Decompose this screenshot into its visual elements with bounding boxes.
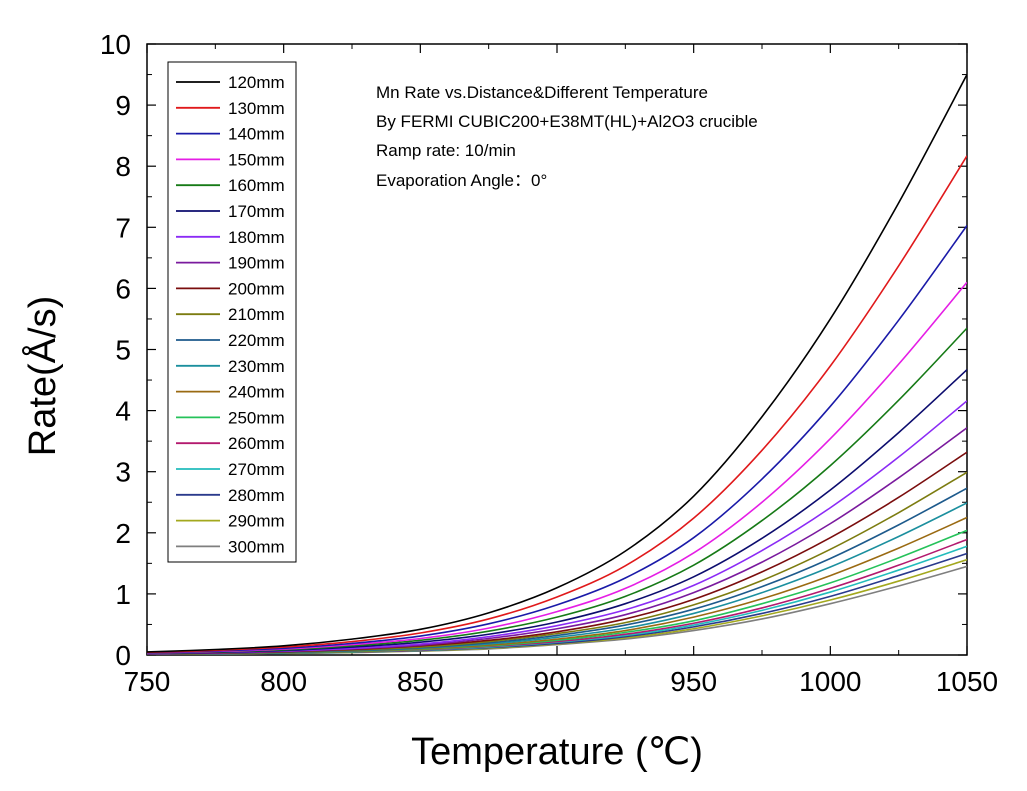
x-axis-title: Temperature (℃) bbox=[411, 731, 703, 773]
y-tick-label: 1 bbox=[115, 579, 131, 610]
y-tick-label: 9 bbox=[115, 90, 131, 121]
y-tick-label: 3 bbox=[115, 457, 131, 488]
series-line-120mm bbox=[147, 74, 967, 653]
x-tick-label: 850 bbox=[397, 666, 444, 697]
annotation-line-4: Evaporation Angle：0° bbox=[376, 171, 547, 190]
legend-label-240mm: 240mm bbox=[228, 383, 285, 402]
x-tick-label: 1050 bbox=[936, 666, 998, 697]
x-tick-label: 1000 bbox=[799, 666, 861, 697]
y-tick-label: 7 bbox=[115, 212, 131, 243]
legend-label-260mm: 260mm bbox=[228, 434, 285, 453]
legend-label-300mm: 300mm bbox=[228, 537, 285, 556]
x-tick-label: 900 bbox=[534, 666, 581, 697]
legend-label-210mm: 210mm bbox=[228, 305, 285, 324]
legend-label-140mm: 140mm bbox=[228, 125, 285, 144]
x-tick-label: 750 bbox=[124, 666, 171, 697]
legend-label-160mm: 160mm bbox=[228, 176, 285, 195]
annotation-block: Mn Rate vs.Distance&Different Temperatur… bbox=[376, 83, 758, 190]
legend-label-150mm: 150mm bbox=[228, 150, 285, 169]
ticks: 750 800 850 900 950 1000 1050 0 1 2 3 4 5 6 7 8 9 10 bbox=[100, 29, 998, 697]
annotation-line-1: Mn Rate vs.Distance&Different Temperatur… bbox=[376, 83, 708, 102]
legend-label-230mm: 230mm bbox=[228, 357, 285, 376]
y-tick-label: 2 bbox=[115, 518, 131, 549]
series-line-150mm bbox=[147, 281, 967, 654]
y-tick-label: 8 bbox=[115, 151, 131, 182]
legend-box bbox=[167, 61, 297, 563]
x-tick-label: 950 bbox=[670, 666, 717, 697]
legend-label-170mm: 170mm bbox=[228, 202, 285, 221]
y-tick-label: 4 bbox=[115, 396, 131, 427]
annotation-line-3: Ramp rate: 10/min bbox=[376, 141, 516, 160]
y-tick-label: 6 bbox=[115, 273, 131, 304]
legend-label-130mm: 130mm bbox=[228, 99, 285, 118]
legend-label-270mm: 270mm bbox=[228, 460, 285, 479]
legend-label-200mm: 200mm bbox=[228, 279, 285, 298]
legend: 120mm 130mm 140mm 150mm 160mm 170mm 180mm 190mm… bbox=[167, 61, 297, 563]
legend-label-190mm: 190mm bbox=[228, 254, 285, 273]
legend-label-280mm: 280mm bbox=[228, 486, 285, 505]
legend-label-180mm: 180mm bbox=[228, 228, 285, 247]
x-tick-label: 800 bbox=[260, 666, 307, 697]
y-tick-label: 5 bbox=[115, 335, 131, 366]
legend-label-220mm: 220mm bbox=[228, 331, 285, 350]
legend-label-250mm: 250mm bbox=[228, 408, 285, 427]
series-line-130mm bbox=[147, 155, 967, 654]
legend-label-120mm: 120mm bbox=[228, 73, 285, 92]
legend-label-290mm: 290mm bbox=[228, 512, 285, 531]
y-tick-label: 0 bbox=[115, 640, 131, 671]
y-tick-label: 10 bbox=[100, 29, 131, 60]
annotation-line-2: By FERMI CUBIC200+E38MT(HL)+Al2O3 crucib… bbox=[376, 112, 758, 131]
y-axis-title: Rate(Å/s) bbox=[20, 296, 64, 456]
series-lines bbox=[147, 74, 967, 655]
series-line-140mm bbox=[147, 225, 967, 654]
